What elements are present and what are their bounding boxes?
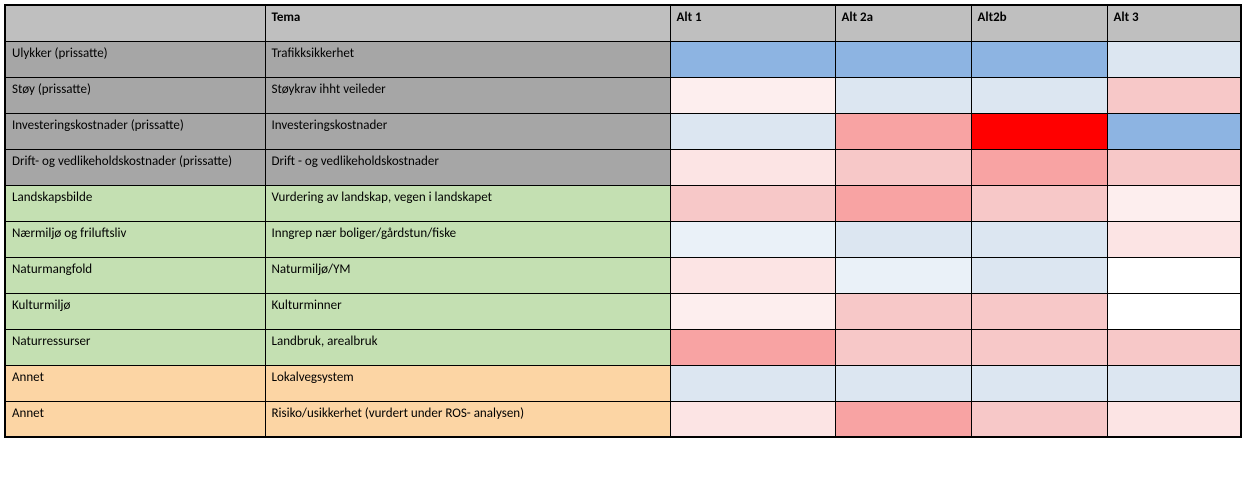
tema-cell: Trafikksikkerhet: [265, 41, 670, 77]
header-blank: [5, 5, 265, 41]
table-row: NaturmangfoldNaturmiljø/YM: [5, 257, 1241, 293]
value-cell: [1107, 149, 1241, 185]
tema-cell: Vurdering av landskap, vegen i landskape…: [265, 185, 670, 221]
header-alt3: Alt 3: [1107, 5, 1241, 41]
value-cell: [835, 221, 971, 257]
header-row: Tema Alt 1 Alt 2a Alt2b Alt 3: [5, 5, 1241, 41]
value-cell: [670, 41, 835, 77]
table-row: NaturressurserLandbruk, arealbruk: [5, 329, 1241, 365]
value-cell: [835, 401, 971, 437]
tema-cell: Risiko/usikkerhet (vurdert under ROS- an…: [265, 401, 670, 437]
category-cell: Annet: [5, 365, 265, 401]
value-cell: [835, 293, 971, 329]
header-alt2b: Alt2b: [971, 5, 1107, 41]
value-cell: [835, 113, 971, 149]
table-row: LandskapsbildeVurdering av landskap, veg…: [5, 185, 1241, 221]
category-cell: Drift- og vedlikeholdskostnader (prissat…: [5, 149, 265, 185]
category-cell: Naturressurser: [5, 329, 265, 365]
value-cell: [971, 257, 1107, 293]
table-row: KulturmiljøKulturminner: [5, 293, 1241, 329]
value-cell: [1107, 293, 1241, 329]
value-cell: [670, 113, 835, 149]
value-cell: [971, 77, 1107, 113]
tema-cell: Landbruk, arealbruk: [265, 329, 670, 365]
tema-cell: Kulturminner: [265, 293, 670, 329]
value-cell: [971, 221, 1107, 257]
value-cell: [670, 401, 835, 437]
value-cell: [971, 329, 1107, 365]
value-cell: [1107, 365, 1241, 401]
header-tema: Tema: [265, 5, 670, 41]
value-cell: [971, 41, 1107, 77]
value-cell: [1107, 401, 1241, 437]
value-cell: [835, 365, 971, 401]
category-cell: Støy (prissatte): [5, 77, 265, 113]
value-cell: [971, 401, 1107, 437]
category-cell: Ulykker (prissatte): [5, 41, 265, 77]
value-cell: [1107, 77, 1241, 113]
table-row: Nærmiljø og friluftslivInngrep nær bolig…: [5, 221, 1241, 257]
category-cell: Landskapsbilde: [5, 185, 265, 221]
value-cell: [835, 77, 971, 113]
value-cell: [971, 185, 1107, 221]
evaluation-matrix: Tema Alt 1 Alt 2a Alt2b Alt 3 Ulykker (p…: [4, 4, 1242, 438]
table-row: AnnetLokalvegsystem: [5, 365, 1241, 401]
value-cell: [670, 77, 835, 113]
value-cell: [1107, 329, 1241, 365]
value-cell: [971, 113, 1107, 149]
table-row: Drift- og vedlikeholdskostnader (prissat…: [5, 149, 1241, 185]
tema-cell: Naturmiljø/YM: [265, 257, 670, 293]
category-cell: Investeringskostnader (prissatte): [5, 113, 265, 149]
value-cell: [1107, 41, 1241, 77]
tema-cell: Inngrep nær boliger/gårdstun/fiske: [265, 221, 670, 257]
category-cell: Nærmiljø og friluftsliv: [5, 221, 265, 257]
category-cell: Kulturmiljø: [5, 293, 265, 329]
value-cell: [670, 257, 835, 293]
value-cell: [670, 365, 835, 401]
category-cell: Naturmangfold: [5, 257, 265, 293]
value-cell: [835, 149, 971, 185]
value-cell: [670, 293, 835, 329]
table-row: Investeringskostnader (prissatte)Investe…: [5, 113, 1241, 149]
value-cell: [835, 185, 971, 221]
table-row: Støy (prissatte)Støykrav ihht veileder: [5, 77, 1241, 113]
value-cell: [670, 185, 835, 221]
table-row: Ulykker (prissatte)Trafikksikkerhet: [5, 41, 1241, 77]
value-cell: [971, 293, 1107, 329]
value-cell: [1107, 185, 1241, 221]
value-cell: [835, 41, 971, 77]
header-alt1: Alt 1: [670, 5, 835, 41]
tema-cell: Drift - og vedlikeholdskostnader: [265, 149, 670, 185]
value-cell: [1107, 113, 1241, 149]
header-alt2a: Alt 2a: [835, 5, 971, 41]
value-cell: [670, 149, 835, 185]
table-row: AnnetRisiko/usikkerhet (vurdert under RO…: [5, 401, 1241, 437]
tema-cell: Støykrav ihht veileder: [265, 77, 670, 113]
value-cell: [670, 221, 835, 257]
category-cell: Annet: [5, 401, 265, 437]
tema-cell: Lokalvegsystem: [265, 365, 670, 401]
value-cell: [1107, 221, 1241, 257]
tema-cell: Investeringskostnader: [265, 113, 670, 149]
value-cell: [971, 149, 1107, 185]
value-cell: [1107, 257, 1241, 293]
value-cell: [835, 257, 971, 293]
value-cell: [670, 329, 835, 365]
value-cell: [971, 365, 1107, 401]
value-cell: [835, 329, 971, 365]
